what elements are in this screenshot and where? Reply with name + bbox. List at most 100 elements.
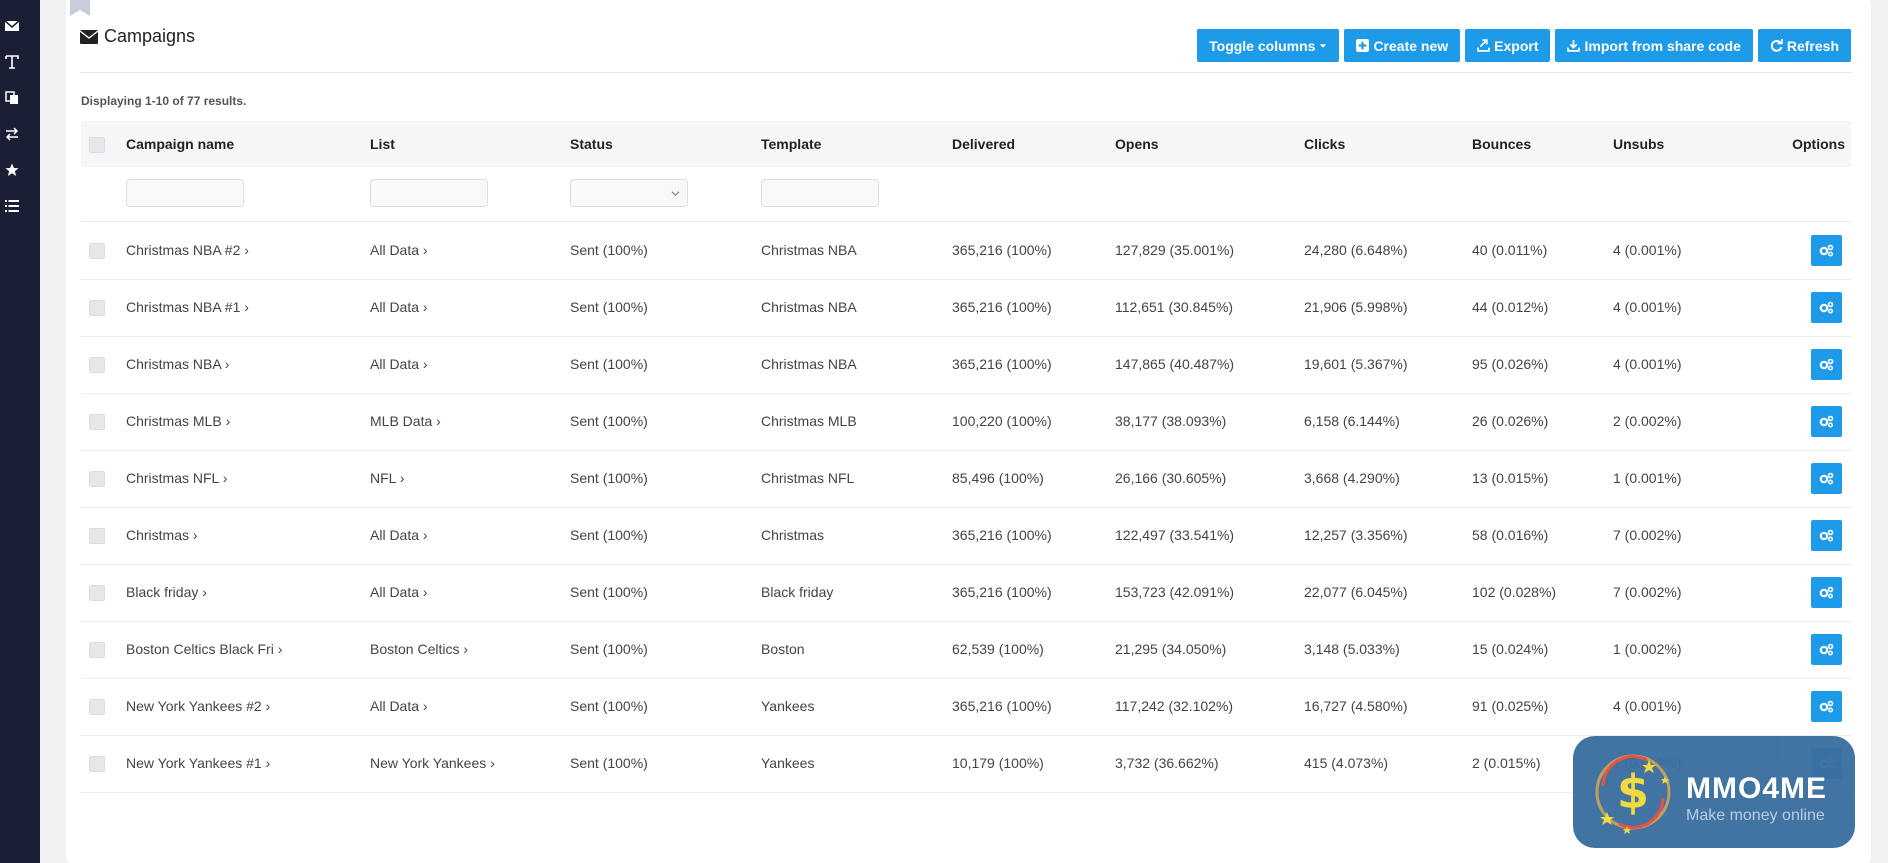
column-header-template[interactable]: Template	[761, 136, 822, 152]
options-button[interactable]	[1811, 463, 1842, 494]
campaign-name-link[interactable]: Christmas ›	[126, 527, 198, 543]
create-new-button[interactable]: Create new	[1344, 29, 1461, 62]
watermark-logo: $ MMO4ME Make money online	[1573, 736, 1855, 848]
bounces-cell: 26 (0.026%)	[1472, 413, 1549, 429]
options-button[interactable]	[1811, 634, 1842, 665]
opens-cell: 112,651 (30.845%)	[1115, 299, 1234, 315]
table-row: Christmas › All Data › Sent (100%) Christma…	[81, 507, 1851, 565]
options-button[interactable]	[1811, 406, 1842, 437]
opens-cell: 26,166 (30.605%)	[1115, 470, 1227, 486]
campaign-name-link[interactable]: Black friday ›	[126, 584, 207, 600]
text-icon[interactable]	[0, 45, 40, 81]
status-cell: Sent (100%)	[570, 413, 648, 429]
list-link[interactable]: All Data ›	[370, 698, 428, 714]
column-header-campaign[interactable]: Campaign name	[126, 136, 235, 152]
plus-square-icon	[1356, 39, 1370, 52]
table-row: Christmas MLB › MLB Data › Sent (100%) Chri…	[81, 393, 1851, 451]
gears-icon	[1819, 643, 1834, 656]
campaign-name-filter[interactable]	[126, 179, 244, 207]
toggle-columns-button[interactable]: Toggle columns	[1197, 29, 1340, 62]
unsubs-cell: 1 (0.001%)	[1613, 470, 1682, 486]
status-filter-select[interactable]	[570, 179, 688, 207]
campaign-name-link[interactable]: New York Yankees #2 ›	[126, 698, 271, 714]
row-checkbox[interactable]	[89, 414, 105, 430]
template-filter[interactable]	[761, 179, 879, 207]
options-button[interactable]	[1811, 349, 1842, 380]
status-cell: Sent (100%)	[570, 527, 648, 543]
list-link[interactable]: NFL ›	[370, 470, 405, 486]
import-label: Import from share code	[1584, 37, 1741, 54]
list-link[interactable]: All Data ›	[370, 299, 428, 315]
clicks-cell: 19,601 (5.367%)	[1304, 356, 1408, 372]
gears-icon	[1819, 529, 1834, 542]
row-checkbox[interactable]	[89, 585, 105, 601]
options-button[interactable]	[1811, 235, 1842, 266]
delivered-cell: 365,216 (100%)	[952, 299, 1052, 315]
unsubs-cell: 4 (0.001%)	[1613, 299, 1682, 315]
options-button[interactable]	[1811, 520, 1842, 551]
chevron-down-icon	[671, 191, 680, 197]
column-header-bounces[interactable]: Bounces	[1472, 136, 1532, 152]
list-filter[interactable]	[370, 179, 488, 207]
list-link[interactable]: All Data ›	[370, 584, 428, 600]
campaign-name-link[interactable]: Boston Celtics Black Fri ›	[126, 641, 283, 657]
campaign-name-link[interactable]: Christmas MLB ›	[126, 413, 231, 429]
export-button[interactable]: Export	[1465, 29, 1551, 62]
copy-icon[interactable]	[0, 81, 40, 117]
row-checkbox[interactable]	[89, 699, 105, 715]
row-checkbox[interactable]	[89, 471, 105, 487]
options-button[interactable]	[1811, 691, 1842, 722]
bounces-cell: 58 (0.016%)	[1472, 527, 1549, 543]
watermark-title: MMO4ME	[1686, 772, 1827, 805]
envelope-icon[interactable]	[0, 9, 40, 45]
list-link[interactable]: Boston Celtics ›	[370, 641, 469, 657]
refresh-button[interactable]: Refresh	[1757, 29, 1851, 62]
clicks-cell: 21,906 (5.998%)	[1304, 299, 1408, 315]
clicks-cell: 24,280 (6.648%)	[1304, 242, 1408, 258]
column-header-list[interactable]: List	[370, 136, 395, 152]
delivered-cell: 365,216 (100%)	[952, 584, 1052, 600]
campaign-name-link[interactable]: Christmas NBA #1 ›	[126, 299, 249, 315]
campaign-name-link[interactable]: Christmas NFL ›	[126, 470, 228, 486]
bounces-cell: 95 (0.026%)	[1472, 356, 1549, 372]
table-row: Boston Celtics Black Fri › Boston Celtics…	[81, 621, 1851, 679]
star-icon[interactable]	[0, 153, 40, 189]
row-checkbox[interactable]	[89, 756, 105, 772]
unsubs-cell: 7 (0.002%)	[1613, 584, 1682, 600]
list-link[interactable]: All Data ›	[370, 527, 428, 543]
delivered-cell: 365,216 (100%)	[952, 698, 1052, 714]
options-button[interactable]	[1811, 292, 1842, 323]
campaign-name-link[interactable]: Christmas NBA ›	[126, 356, 230, 372]
list-icon[interactable]	[0, 189, 40, 225]
campaign-name-link[interactable]: Christmas NBA #2 ›	[126, 242, 249, 258]
exchange-icon[interactable]	[0, 117, 40, 153]
list-link[interactable]: New York Yankees ›	[370, 755, 495, 771]
unsubs-cell: 4 (0.001%)	[1613, 356, 1682, 372]
clicks-cell: 12,257 (3.356%)	[1304, 527, 1408, 543]
column-header-unsubs[interactable]: Unsubs	[1613, 136, 1665, 152]
opens-cell: 127,829 (35.001%)	[1115, 242, 1235, 258]
gears-icon	[1819, 301, 1834, 314]
row-checkbox[interactable]	[89, 300, 105, 316]
row-checkbox[interactable]	[89, 642, 105, 658]
campaign-name-link[interactable]: New York Yankees #1 ›	[126, 755, 271, 771]
column-header-clicks[interactable]: Clicks	[1304, 136, 1346, 152]
column-header-delivered[interactable]: Delivered	[952, 136, 1016, 152]
opens-cell: 153,723 (42.091%)	[1115, 584, 1235, 600]
column-header-status[interactable]: Status	[570, 136, 613, 152]
select-all-checkbox[interactable]	[89, 137, 105, 153]
options-button[interactable]	[1811, 577, 1842, 608]
opens-cell: 117,242 (32.102%)	[1115, 698, 1234, 714]
row-checkbox[interactable]	[89, 243, 105, 259]
list-link[interactable]: All Data ›	[370, 356, 428, 372]
status-cell: Sent (100%)	[570, 356, 648, 372]
list-link[interactable]: All Data ›	[370, 242, 428, 258]
import-button[interactable]: Import from share code	[1555, 29, 1753, 62]
column-header-opens[interactable]: Opens	[1115, 136, 1159, 152]
list-link[interactable]: MLB Data ›	[370, 413, 441, 429]
unsubs-cell: 4 (0.001%)	[1613, 698, 1682, 714]
table-row: Christmas NBA #1 › All Data › Sent (100%) C…	[81, 279, 1851, 337]
row-checkbox[interactable]	[89, 357, 105, 373]
opens-cell: 122,497 (33.541%)	[1115, 527, 1235, 543]
row-checkbox[interactable]	[89, 528, 105, 544]
